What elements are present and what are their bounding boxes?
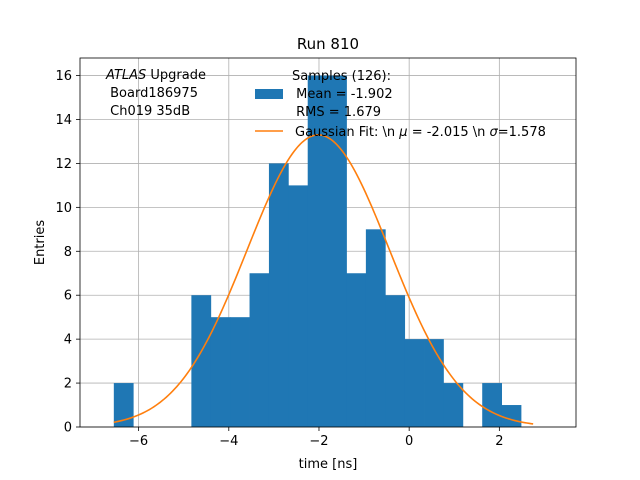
y-tick-label: 10 (55, 201, 72, 216)
legend-samples-patch (255, 89, 283, 99)
x-tick-label: 2 (495, 434, 503, 449)
y-tick-label: 16 (55, 69, 72, 84)
histogram-bar (443, 383, 464, 427)
x-tick-label: −2 (309, 434, 328, 449)
x-axis-title: time [ns] (299, 457, 358, 472)
plot-frame (79, 57, 577, 428)
histogram-bar (249, 273, 270, 427)
x-tick-label: 0 (405, 434, 413, 449)
gaussian-fit-layer (113, 134, 534, 425)
y-tick-label: 8 (64, 245, 72, 260)
y-axis-title: Entries (33, 220, 48, 266)
legend-samples-line: RMS = 1.679 (292, 105, 381, 120)
histogram-bar (501, 405, 522, 427)
histogram-bar (307, 75, 328, 428)
y-tick-label: 2 (64, 377, 72, 392)
histogram-bar (482, 383, 502, 427)
gaussian-fit-curve (113, 134, 534, 425)
histogram-bar (346, 273, 367, 427)
axis-ticks: −6 −4 −2 0 2 0 2 4 6 8 10 12 14 16 (55, 69, 503, 449)
histogram-bar (365, 229, 386, 427)
y-tick-label: 0 (64, 421, 72, 436)
legend-samples-line: Mean = -1.902 (292, 87, 393, 102)
legend: Samples (126): Mean = -1.902 RMS = 1.679… (255, 69, 546, 140)
y-tick-label: 12 (55, 157, 72, 172)
annotation-line: Ch019 35dB (106, 104, 190, 119)
histogram-bar (191, 295, 212, 427)
legend-samples-line: Samples (126): (292, 69, 391, 84)
x-tick-label: −6 (129, 434, 148, 449)
histogram-bar (404, 339, 425, 427)
legend-fit-text: Gaussian Fit: \n μ = -2.015 \n σ=1.578 (295, 125, 546, 140)
histogram-bar (424, 339, 444, 427)
x-tick-label: −4 (219, 434, 238, 449)
atlas-annotation: ATLAS Upgrade Board186975 Ch019 35dB (105, 68, 206, 119)
annotation-line: Board186975 (106, 86, 198, 101)
chart-title: Run 810 (297, 35, 359, 53)
histogram-bar (288, 185, 309, 427)
histogram-bar (210, 317, 231, 427)
annotation-line: ATLAS Upgrade (105, 68, 206, 83)
histogram-bar (385, 295, 406, 427)
y-tick-label: 14 (55, 113, 72, 128)
histogram-bar (113, 383, 134, 427)
histogram-bar (268, 163, 289, 427)
y-tick-label: 6 (64, 289, 72, 304)
histogram-bars (113, 75, 522, 428)
histogram-bar (327, 75, 347, 428)
y-tick-label: 4 (64, 333, 72, 348)
histogram-bar (230, 317, 250, 427)
